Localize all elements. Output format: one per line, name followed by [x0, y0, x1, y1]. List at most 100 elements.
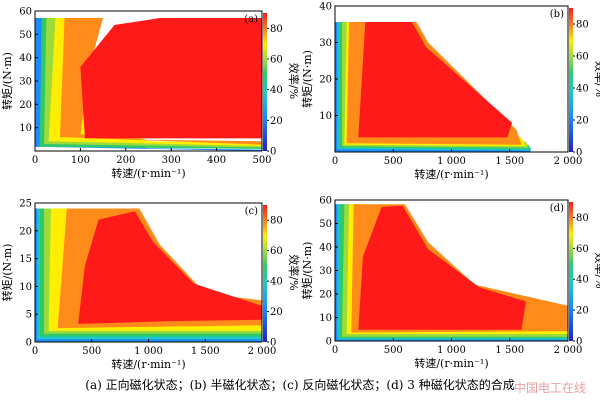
panel-d: 0 500 1 000 1 500 2 0000102030405060(d)转速/(r…: [300, 196, 600, 371]
panel-b: 0 500 1 000 1 500 2 000 10 20 30 40 (b) 转速/(r·min⁻…: [300, 2, 600, 182]
x-tick-label: 500: [384, 156, 403, 167]
x-axis-label: 转速/(r·min⁻¹): [414, 167, 488, 181]
y-tick-label: 20: [19, 226, 32, 237]
y-tick-label: 20: [19, 100, 32, 111]
x-tick-label: 100: [71, 155, 90, 166]
y-tick-label: 10: [319, 313, 332, 324]
y-tick-label: 30: [319, 266, 332, 277]
x-tick-label: 0: [32, 346, 38, 357]
x-tick-label: 1 500: [495, 345, 524, 356]
efficiency-region-90: [358, 205, 527, 330]
x-tick-label: 2 000: [554, 156, 583, 167]
colorbar-tick-label: 80: [576, 20, 589, 31]
colorbar: 0 20 40 60 80 效率/%: [569, 8, 600, 159]
x-tick-label: 0: [332, 345, 338, 356]
y-tick-label: 30: [19, 77, 32, 88]
colorbar-tick-label: 0: [576, 337, 582, 348]
x-tick-label: 1 000: [437, 156, 466, 167]
colorbar-tick-label: 60: [576, 52, 589, 63]
x-tick-label: 200: [116, 155, 135, 166]
y-tick-label: 60: [19, 7, 32, 18]
y-tick-label: 40: [319, 243, 332, 254]
x-tick-label: 1 500: [191, 346, 220, 357]
efficiency-region-80: [59, 18, 262, 145]
colorbar-label: 效率/%: [287, 63, 301, 99]
colorbar-gradient: [263, 13, 267, 151]
colorbar-tick-label: 20: [576, 116, 589, 127]
y-axis-label: 转矩/(N·m): [0, 244, 14, 302]
x-tick-label: 400: [207, 155, 226, 166]
y-tick-label: 5: [26, 310, 32, 321]
x-tick-label: 300: [162, 155, 181, 166]
colorbar-tick-label: 20: [576, 306, 589, 317]
colorbar-tick-label: 40: [270, 277, 283, 288]
colorbar: 0 20 40 60 80 效率/%: [569, 202, 600, 348]
y-tick-label: 50: [19, 30, 32, 41]
colorbar: 0 20 40 60 80 效率/%: [263, 205, 301, 349]
x-tick-label: 500: [384, 345, 403, 356]
colorbar-tick-label: 40: [576, 275, 589, 286]
panel-label: (c): [245, 206, 259, 217]
panel-c: 0 500 1 000 1 500 2 0000510152025(c)转速/(r·mi…: [0, 199, 301, 372]
colorbar-tick-label: 60: [270, 246, 283, 257]
colorbar-label: 效率/%: [593, 252, 600, 288]
colorbar-tick-label: 40: [270, 85, 283, 96]
colorbar-tick-label: 0: [576, 148, 582, 159]
y-axis-label: 转矩/(N·m): [300, 242, 314, 300]
colorbar-gradient: [263, 205, 267, 342]
y-tick-label: 10: [19, 282, 32, 293]
colorbar-gradient: [569, 8, 573, 152]
x-tick-label: 500: [252, 155, 271, 166]
x-axis-label: 转速/(r·min⁻¹): [414, 356, 488, 370]
x-tick-label: 0: [32, 155, 38, 166]
x-tick-label: 500: [82, 346, 101, 357]
y-tick-label: 60: [319, 196, 332, 207]
y-tick-label: 20: [319, 75, 332, 86]
x-tick-label: 2 000: [554, 345, 583, 356]
colorbar-tick-label: 60: [270, 55, 283, 66]
x-tick-label: 1 000: [134, 346, 163, 357]
y-tick-label: 40: [319, 2, 332, 13]
colorbar-tick-label: 40: [576, 84, 589, 95]
colorbar-tick-label: 80: [270, 24, 283, 35]
y-tick-label: 10: [319, 111, 332, 122]
x-tick-label: 1 000: [437, 345, 466, 356]
efficiency-region-90: [358, 22, 513, 138]
colorbar-gradient: [569, 202, 573, 341]
y-tick-label: 50: [319, 219, 332, 230]
panel-label: (a): [244, 14, 258, 25]
y-tick-label: 40: [19, 53, 32, 64]
y-axis-label: 转矩/(N·m): [0, 52, 14, 110]
y-tick-label: 25: [19, 199, 32, 210]
colorbar-tick-label: 60: [576, 244, 589, 255]
y-tick-label: 0: [326, 337, 332, 348]
panel-label: (b): [550, 9, 564, 20]
colorbar-tick-label: 80: [576, 213, 589, 224]
colorbar-tick-label: 80: [270, 216, 283, 227]
x-tick-label: 1 500: [495, 156, 524, 167]
y-tick-label: 20: [319, 290, 332, 301]
y-axis-label: 转矩/(N·m): [300, 50, 314, 108]
colorbar-tick-label: 0: [270, 147, 276, 158]
efficiency-region-90: [80, 18, 263, 139]
colorbar-label: 效率/%: [287, 254, 301, 290]
y-tick-label: 0: [26, 338, 32, 349]
x-tick-label: 2 000: [248, 346, 277, 357]
colorbar-tick-label: 0: [270, 338, 276, 349]
efficiency-region-90: [78, 211, 262, 324]
panel-label: (d): [550, 203, 564, 214]
x-axis-label: 转速/(r·min⁻¹): [111, 166, 185, 180]
colorbar-tick-label: 20: [270, 116, 283, 127]
colorbar-label: 效率/%: [593, 61, 600, 97]
x-tick-label: 0: [332, 156, 338, 167]
colorbar: 0 20 40 60 80 效率/%: [263, 13, 301, 158]
y-tick-label: 15: [19, 254, 32, 265]
colorbar-tick-label: 20: [270, 307, 283, 318]
y-tick-label: 30: [319, 38, 332, 49]
watermark: 中国电工在线: [513, 381, 586, 395]
y-tick-label: 10: [19, 123, 32, 134]
panel-a: 0 100 200 300 400 500102030405060(a)转速/(r·min…: [0, 7, 301, 181]
x-axis-label: 转速/(r·min⁻¹): [111, 357, 185, 371]
figure-caption: (a) 正向磁化状态；(b) 半磁化状态；(c) 反向磁化状态；(d) 3 种磁…: [85, 378, 515, 392]
